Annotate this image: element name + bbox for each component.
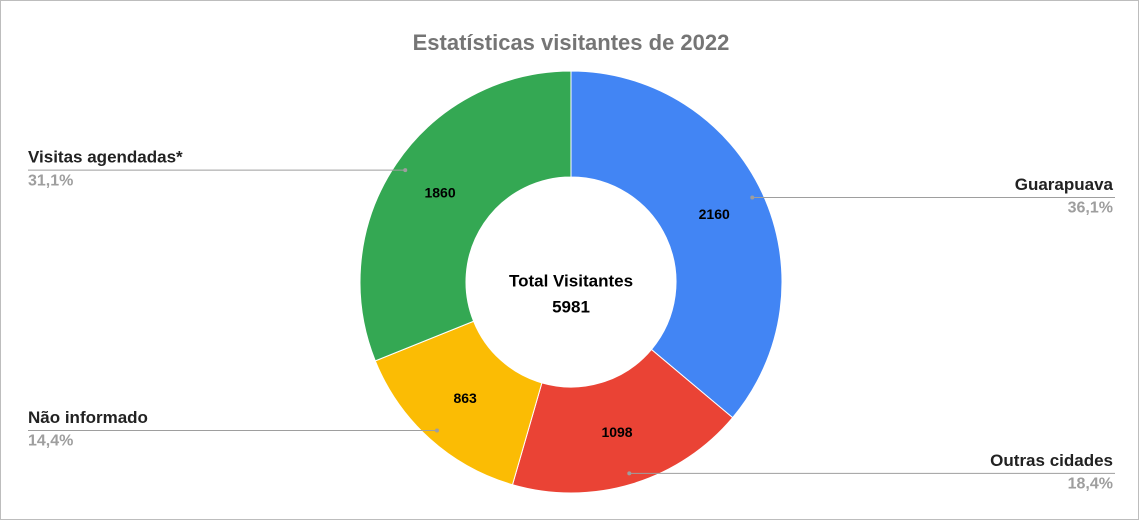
leader-dot bbox=[750, 195, 755, 200]
leader-dot bbox=[627, 471, 632, 476]
leader-dot bbox=[403, 168, 408, 173]
slice bbox=[359, 70, 572, 362]
share-label: 18,4% bbox=[1068, 476, 1113, 493]
value-label: 1098 bbox=[601, 424, 632, 440]
value-label: 1860 bbox=[424, 184, 455, 200]
value-label: 863 bbox=[453, 390, 477, 406]
share-label: 14,4% bbox=[28, 433, 73, 450]
legend-label: Outras cidades bbox=[990, 451, 1113, 470]
legend-label: Não informado bbox=[28, 408, 148, 427]
legend-label: Guarapuava bbox=[1015, 175, 1114, 194]
center-total: 5981 bbox=[552, 297, 590, 316]
chart-title: Estatísticas visitantes de 2022 bbox=[413, 30, 730, 55]
legend-label: Visitas agendadas* bbox=[28, 148, 183, 167]
center-label: Total Visitantes bbox=[509, 271, 633, 290]
slice bbox=[570, 70, 783, 419]
slice bbox=[511, 348, 734, 494]
share-label: 36,1% bbox=[1068, 200, 1113, 217]
value-label: 2160 bbox=[699, 206, 730, 222]
share-label: 31,1% bbox=[28, 172, 73, 189]
leader-dot bbox=[434, 428, 439, 433]
